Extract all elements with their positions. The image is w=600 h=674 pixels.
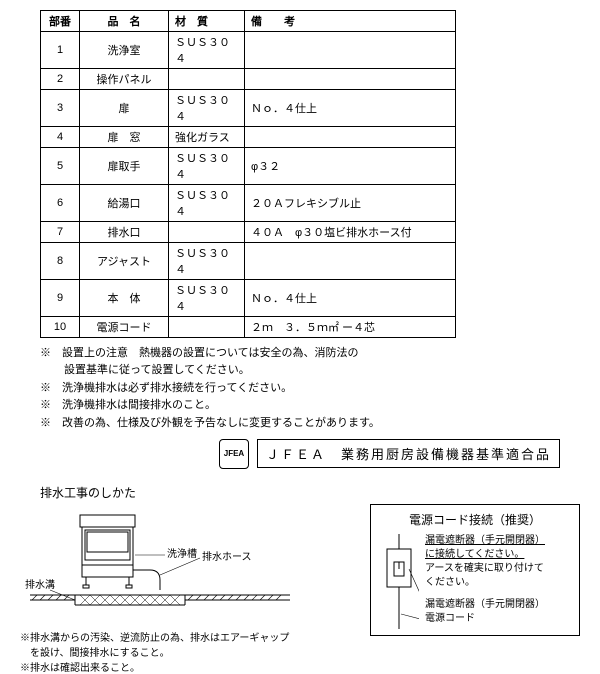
table-row: 5扉取手ＳＵＳ３０４φ３２: [41, 148, 456, 185]
cell-name: 操作パネル: [80, 69, 169, 90]
drain-title: 排水工事のしかた: [40, 484, 300, 501]
cell-remarks: [245, 69, 456, 90]
cell-material: ＳＵＳ３０４: [169, 148, 245, 185]
cell-remarks: Ｎｏ．４仕上: [245, 90, 456, 127]
breaker-svg: [379, 534, 419, 629]
notes-block: ※ 設置上の注意 熱機器の設置については安全の為、消防法の 設置基準に従って設置…: [40, 346, 590, 431]
drain-note-line: を設け、間接排水にすること。: [20, 644, 300, 659]
cell-num: 3: [41, 90, 80, 127]
cell-num: 6: [41, 185, 80, 222]
cell-material: ＳＵＳ３０４: [169, 243, 245, 280]
jfea-logo-icon: JFEA: [219, 439, 249, 469]
label-tank: 洗浄槽: [167, 547, 197, 560]
label-drain: 排水溝: [25, 578, 55, 591]
header-remarks: 備 考: [245, 11, 456, 32]
cell-remarks: φ３２: [245, 148, 456, 185]
drain-diagram: 排水工事のしかた: [20, 484, 300, 674]
drain-notes: ※排水溝からの汚染、逆流防止の為、排水はエアーギャップ を設け、間接排水にするこ…: [20, 629, 300, 674]
cell-name: 洗浄室: [80, 32, 169, 69]
power-box: 電源コード接続（推奨） 漏電遮断器（手元開閉器） に接続してください。 アースを…: [370, 504, 580, 636]
power-title: 電源コード接続（推奨）: [379, 511, 571, 528]
cell-remarks: [245, 32, 456, 69]
parts-table: 部番 品 名 材 質 備 考 1洗浄室ＳＵＳ３０４2操作パネル3扉ＳＵＳ３０４Ｎ…: [40, 10, 456, 338]
cell-name: 給湯口: [80, 185, 169, 222]
table-row: 7排水口 ４０Ａ φ３０塩ビ排水ホース付: [41, 222, 456, 243]
drain-note-line: ※排水溝からの汚染、逆流防止の為、排水はエアーギャップ: [20, 629, 300, 644]
cell-material: ＳＵＳ３０４: [169, 32, 245, 69]
cell-num: 9: [41, 280, 80, 317]
drain-svg: 洗浄槽 排水ホース 排水溝: [20, 505, 300, 620]
cell-name: 扉: [80, 90, 169, 127]
cell-material: [169, 317, 245, 338]
cell-num: 1: [41, 32, 80, 69]
cell-material: [169, 222, 245, 243]
power-label-cord: 電源コード: [425, 613, 475, 624]
cell-name: 扉 窓: [80, 127, 169, 148]
cell-num: 7: [41, 222, 80, 243]
cell-num: 5: [41, 148, 80, 185]
table-row: 6給湯口ＳＵＳ３０４２０Ａフレキシブル止: [41, 185, 456, 222]
cell-material: [169, 69, 245, 90]
cell-name: 排水口: [80, 222, 169, 243]
table-row: 9本 体ＳＵＳ３０４Ｎｏ．４仕上: [41, 280, 456, 317]
power-line: ください。: [425, 577, 475, 588]
cell-remarks: ２ｍ ３．５ｍ㎡ ー４芯: [245, 317, 456, 338]
cell-num: 10: [41, 317, 80, 338]
cell-name: 本 体: [80, 280, 169, 317]
power-line: 漏電遮断器（手元開閉器）: [425, 535, 545, 546]
note-line: ※ 設置上の注意 熱機器の設置については安全の為、消防法の: [40, 346, 590, 361]
note-line: ※ 洗浄機排水は間接排水のこと。: [40, 398, 590, 413]
table-row: 10電源コード ２ｍ ３．５ｍ㎡ ー４芯: [41, 317, 456, 338]
power-line: に接続してください。: [425, 549, 524, 560]
note-line: ※ 改善の為、仕様及び外観を予告なしに変更することがあります。: [40, 416, 590, 431]
cell-material: 強化ガラス: [169, 127, 245, 148]
cell-material: ＳＵＳ３０４: [169, 90, 245, 127]
cell-num: 8: [41, 243, 80, 280]
cell-remarks: Ｎｏ．４仕上: [245, 280, 456, 317]
table-row: 2操作パネル: [41, 69, 456, 90]
cell-remarks: ４０Ａ φ３０塩ビ排水ホース付: [245, 222, 456, 243]
label-hose: 排水ホース: [202, 550, 252, 563]
header-name: 品 名: [80, 11, 169, 32]
table-row: 4扉 窓強化ガラス: [41, 127, 456, 148]
cell-material: ＳＵＳ３０４: [169, 185, 245, 222]
table-row: 1洗浄室ＳＵＳ３０４: [41, 32, 456, 69]
power-line: アースを確実に取り付けて: [425, 563, 544, 574]
table-row: 3扉ＳＵＳ３０４Ｎｏ．４仕上: [41, 90, 456, 127]
jfea-row: JFEA ＪＦＥＡ 業務用厨房設備機器基準適合品: [10, 439, 560, 469]
cell-num: 4: [41, 127, 80, 148]
jfea-label: ＪＦＥＡ 業務用厨房設備機器基準適合品: [257, 439, 560, 468]
cell-name: 電源コード: [80, 317, 169, 338]
power-text: 漏電遮断器（手元開閉器） に接続してください。 アースを確実に取り付けて くださ…: [425, 534, 545, 626]
cell-name: 扉取手: [80, 148, 169, 185]
cell-remarks: [245, 243, 456, 280]
note-line: ※ 洗浄機排水は必ず排水接続を行ってください。: [40, 381, 590, 396]
table-row: 8アジャストＳＵＳ３０４: [41, 243, 456, 280]
power-label-breaker: 漏電遮断器（手元開閉器）: [425, 599, 545, 610]
cell-remarks: ２０Ａフレキシブル止: [245, 185, 456, 222]
cell-name: アジャスト: [80, 243, 169, 280]
cell-remarks: [245, 127, 456, 148]
header-num: 部番: [41, 11, 80, 32]
drain-note-line: ※排水は確認出来ること。: [20, 659, 300, 674]
header-material: 材 質: [169, 11, 245, 32]
note-line: 設置基準に従って設置してください。: [64, 363, 590, 378]
cell-num: 2: [41, 69, 80, 90]
cell-material: ＳＵＳ３０４: [169, 280, 245, 317]
